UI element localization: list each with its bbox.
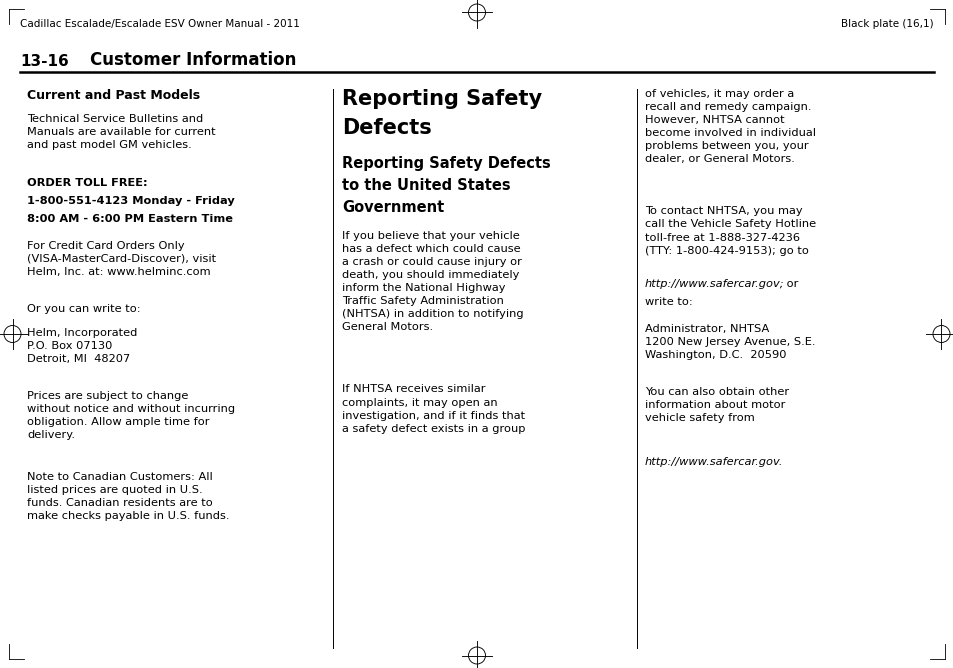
Text: Reporting Safety: Reporting Safety (341, 89, 541, 109)
Text: Cadillac Escalade/Escalade ESV Owner Manual - 2011: Cadillac Escalade/Escalade ESV Owner Man… (20, 19, 299, 29)
Text: Administrator, NHTSA
1200 New Jersey Avenue, S.E.
Washington, D.C.  20590: Administrator, NHTSA 1200 New Jersey Ave… (644, 324, 815, 360)
Text: http://www.safercar.gov;: http://www.safercar.gov; (644, 279, 783, 289)
Text: of vehicles, it may order a
recall and remedy campaign.
However, NHTSA cannot
be: of vehicles, it may order a recall and r… (644, 89, 815, 164)
Text: Technical Service Bulletins and
Manuals are available for current
and past model: Technical Service Bulletins and Manuals … (27, 114, 215, 150)
Text: Customer Information: Customer Information (90, 51, 296, 69)
Text: Government: Government (341, 200, 444, 215)
Text: You can also obtain other
information about motor
vehicle safety from: You can also obtain other information ab… (644, 387, 788, 424)
Text: For Credit Card Orders Only
(VISA-MasterCard-Discover), visit
Helm, Inc. at: www: For Credit Card Orders Only (VISA-Master… (27, 240, 216, 277)
Text: Or you can write to:: Or you can write to: (27, 304, 140, 314)
Text: http://www.safercar.gov;: http://www.safercar.gov; (0, 667, 1, 668)
Text: to the United States: to the United States (341, 178, 510, 193)
Text: Note to Canadian Customers: All
listed prices are quoted in U.S.
funds. Canadian: Note to Canadian Customers: All listed p… (27, 472, 230, 521)
Text: Black plate (16,1): Black plate (16,1) (841, 19, 933, 29)
Text: 1-800-551-4123 Monday - Friday: 1-800-551-4123 Monday - Friday (27, 196, 234, 206)
Text: 13-16: 13-16 (20, 54, 69, 69)
Text: 8:00 AM - 6:00 PM Eastern Time: 8:00 AM - 6:00 PM Eastern Time (27, 214, 233, 224)
Text: Defects: Defects (341, 118, 432, 138)
Text: write to:: write to: (644, 297, 692, 307)
Text: Current and Past Models: Current and Past Models (27, 89, 200, 102)
Text: or: or (782, 279, 798, 289)
Text: Prices are subject to change
without notice and without incurring
obligation. Al: Prices are subject to change without not… (27, 391, 234, 440)
Text: Reporting Safety Defects: Reporting Safety Defects (341, 156, 550, 172)
Text: http://www.safercar.gov.: http://www.safercar.gov. (644, 457, 782, 467)
Text: ORDER TOLL FREE:: ORDER TOLL FREE: (27, 178, 148, 188)
Text: If you believe that your vehicle
has a defect which could cause
a crash or could: If you believe that your vehicle has a d… (341, 231, 523, 332)
Text: If NHTSA receives similar
complaints, it may open an
investigation, and if it fi: If NHTSA receives similar complaints, it… (341, 385, 525, 434)
Text: Helm, Incorporated
P.O. Box 07130
Detroit, MI  48207: Helm, Incorporated P.O. Box 07130 Detroi… (27, 327, 137, 363)
Text: To contact NHTSA, you may
call the Vehicle Safety Hotline
toll-free at 1-888-327: To contact NHTSA, you may call the Vehic… (644, 206, 815, 256)
Text: http://www.safercar.gov; or: http://www.safercar.gov; or (0, 667, 1, 668)
